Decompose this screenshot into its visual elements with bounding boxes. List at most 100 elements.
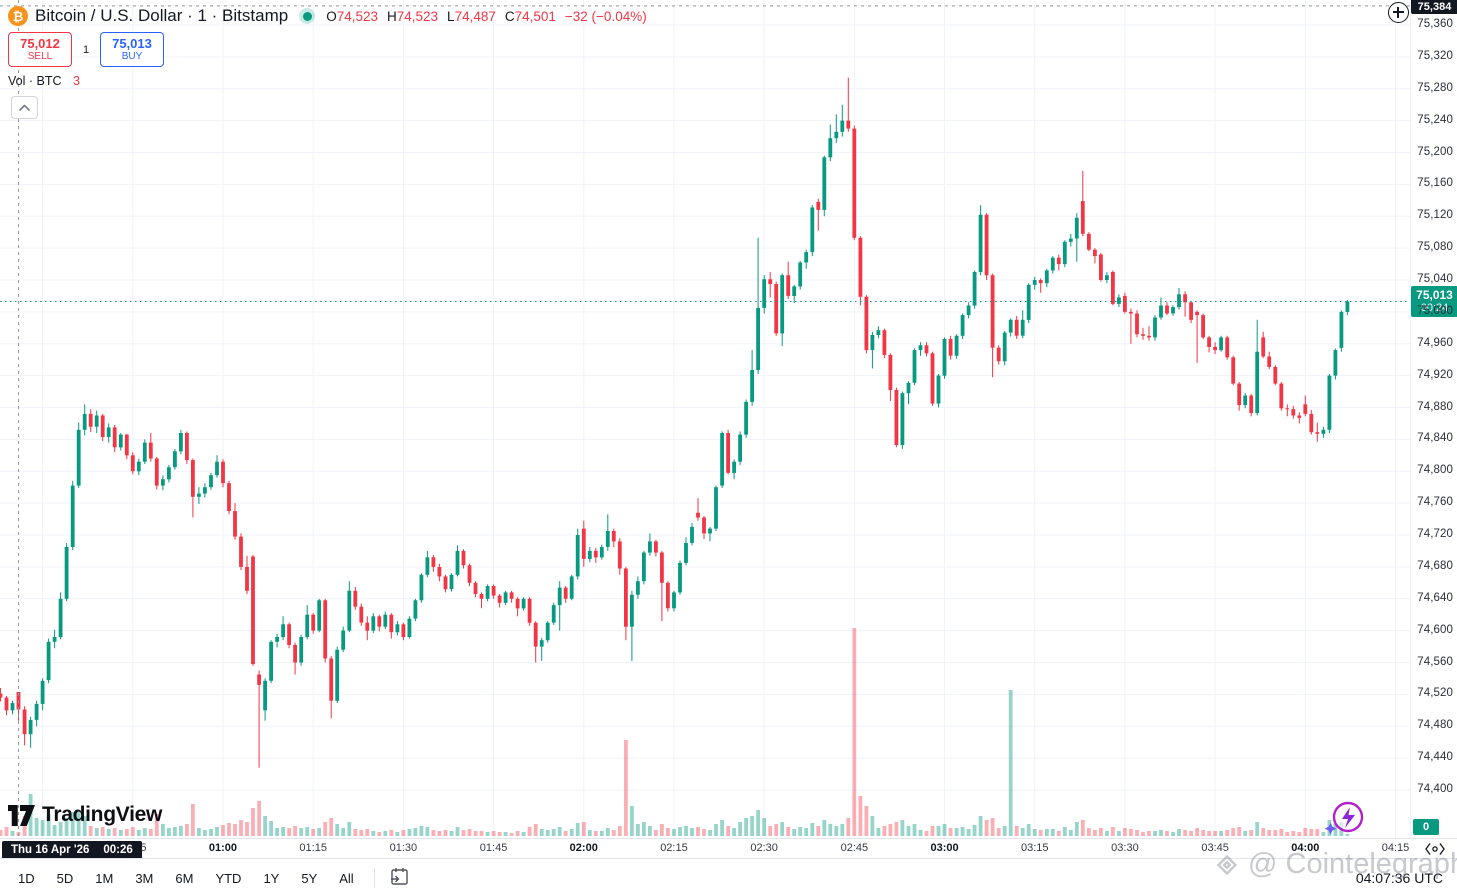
volume-bar: [1219, 831, 1223, 836]
time-axis-settings-icon[interactable]: [1424, 841, 1446, 857]
volume-bar: [407, 829, 412, 836]
candle: [1141, 334, 1145, 336]
range-button-all[interactable]: All: [329, 867, 363, 890]
candle: [94, 415, 99, 427]
volume-bar: [1303, 828, 1308, 836]
market-status-icon[interactable]: [299, 8, 316, 24]
candle: [708, 528, 712, 534]
volume-bar: [1333, 824, 1338, 836]
volume-bar: [1225, 830, 1230, 836]
price-axis-label: 74,680: [1417, 559, 1453, 572]
utc-clock[interactable]: 04:07:36 UTC: [1355, 870, 1443, 886]
candle: [323, 600, 328, 659]
candle: [1285, 408, 1290, 410]
add-order-plus-button[interactable]: [1388, 2, 1409, 23]
candle: [1261, 337, 1266, 357]
candle: [443, 576, 448, 590]
candle: [702, 517, 706, 534]
range-button-3m[interactable]: 3M: [125, 867, 163, 890]
volume-bar: [762, 818, 767, 836]
volume-bar: [846, 818, 851, 836]
tradingview-logo[interactable]: TradingView: [8, 803, 162, 827]
candle: [636, 581, 640, 595]
volume-bar: [1111, 827, 1115, 836]
volume-bar: [1044, 829, 1049, 836]
last-price-badge: 75,013 00:24: [1411, 285, 1457, 317]
range-button-ytd[interactable]: YTD: [205, 867, 251, 890]
volume-bar: [575, 823, 580, 836]
candle: [46, 641, 51, 681]
buy-button[interactable]: 75,013 BUY: [100, 32, 164, 67]
candle: [515, 598, 520, 609]
volume-bar: [293, 826, 297, 836]
range-button-5y[interactable]: 5Y: [291, 867, 327, 890]
volume-bar: [281, 827, 285, 836]
volume-bar: [461, 830, 466, 836]
candle: [1291, 409, 1296, 416]
candle: [996, 347, 1001, 362]
candle: [1026, 284, 1031, 320]
volume-bar: [467, 829, 472, 836]
range-button-1d[interactable]: 1D: [8, 867, 45, 890]
candle: [1279, 383, 1284, 409]
volume-bar: [1068, 830, 1073, 836]
volume-bar: [509, 833, 514, 836]
candle: [1087, 233, 1091, 250]
candle: [930, 353, 935, 404]
candle: [1056, 257, 1061, 265]
candle: [738, 434, 742, 462]
volume-indicator-row: Vol · BTC 3: [8, 74, 80, 88]
candle: [275, 637, 279, 642]
volume-bar: [1002, 826, 1007, 836]
range-button-6m[interactable]: 6M: [165, 867, 203, 890]
candle: [263, 680, 267, 711]
candle: [1068, 238, 1073, 242]
candle: [750, 370, 754, 402]
candle: [503, 592, 508, 603]
volume-bar: [972, 825, 977, 836]
candle: [167, 467, 171, 480]
time-axis[interactable]: 00:3000:4501:0001:1501:3001:4502:0002:15…: [0, 838, 1457, 859]
volume-bar: [852, 628, 857, 836]
price-axis[interactable]: 75,384 75,013 00:24 0 74,400 74,440 74,480…: [1410, 0, 1457, 838]
price-axis-label: 74,560: [1417, 655, 1453, 668]
price-axis-label: 75,040: [1417, 273, 1453, 285]
range-button-1y[interactable]: 1Y: [253, 867, 289, 890]
candle: [449, 574, 454, 590]
candle: [497, 595, 502, 603]
candlestick-chart[interactable]: [0, 0, 1410, 838]
candle: [533, 622, 538, 647]
candle: [1321, 429, 1326, 434]
volume-bar: [557, 827, 562, 836]
price-axis-label: 74,880: [1417, 400, 1453, 413]
ohlc-values: O74,523 H74,523 L74,487 C74,501 −32 (−0.04%): [326, 9, 647, 24]
price-axis-label: 75,320: [1417, 49, 1453, 62]
collapse-panel-button[interactable]: [11, 96, 38, 119]
volume-bar: [672, 829, 676, 836]
trade-quantity[interactable]: 1: [82, 43, 90, 56]
volume-bar: [1285, 832, 1290, 836]
volume-bar: [221, 825, 225, 836]
volume-label[interactable]: Vol · BTC: [8, 74, 62, 88]
volume-bar: [888, 824, 893, 836]
volume-bar: [1273, 830, 1278, 836]
time-axis-label: 01:45: [479, 842, 508, 854]
candle: [936, 375, 941, 404]
candle: [1038, 280, 1043, 284]
candle: [1093, 249, 1097, 257]
volume-bar: [1105, 831, 1109, 836]
symbol-title[interactable]: Bitcoin / U.S. Dollar · 1 · Bitstamp: [35, 6, 289, 25]
range-button-5d[interactable]: 5D: [47, 867, 84, 890]
sell-button[interactable]: 75,012 SELL: [8, 32, 72, 67]
range-button-1m[interactable]: 1M: [85, 867, 123, 890]
candle: [485, 586, 490, 599]
chart-pane[interactable]: [0, 0, 1410, 838]
candle: [624, 568, 628, 627]
volume-bar: [1008, 690, 1013, 836]
go-to-date-button[interactable]: [385, 864, 414, 892]
volume-bar: [136, 830, 141, 836]
lightning-sticker-icon[interactable]: [1322, 797, 1368, 846]
candle: [425, 557, 430, 575]
candle: [822, 157, 827, 210]
